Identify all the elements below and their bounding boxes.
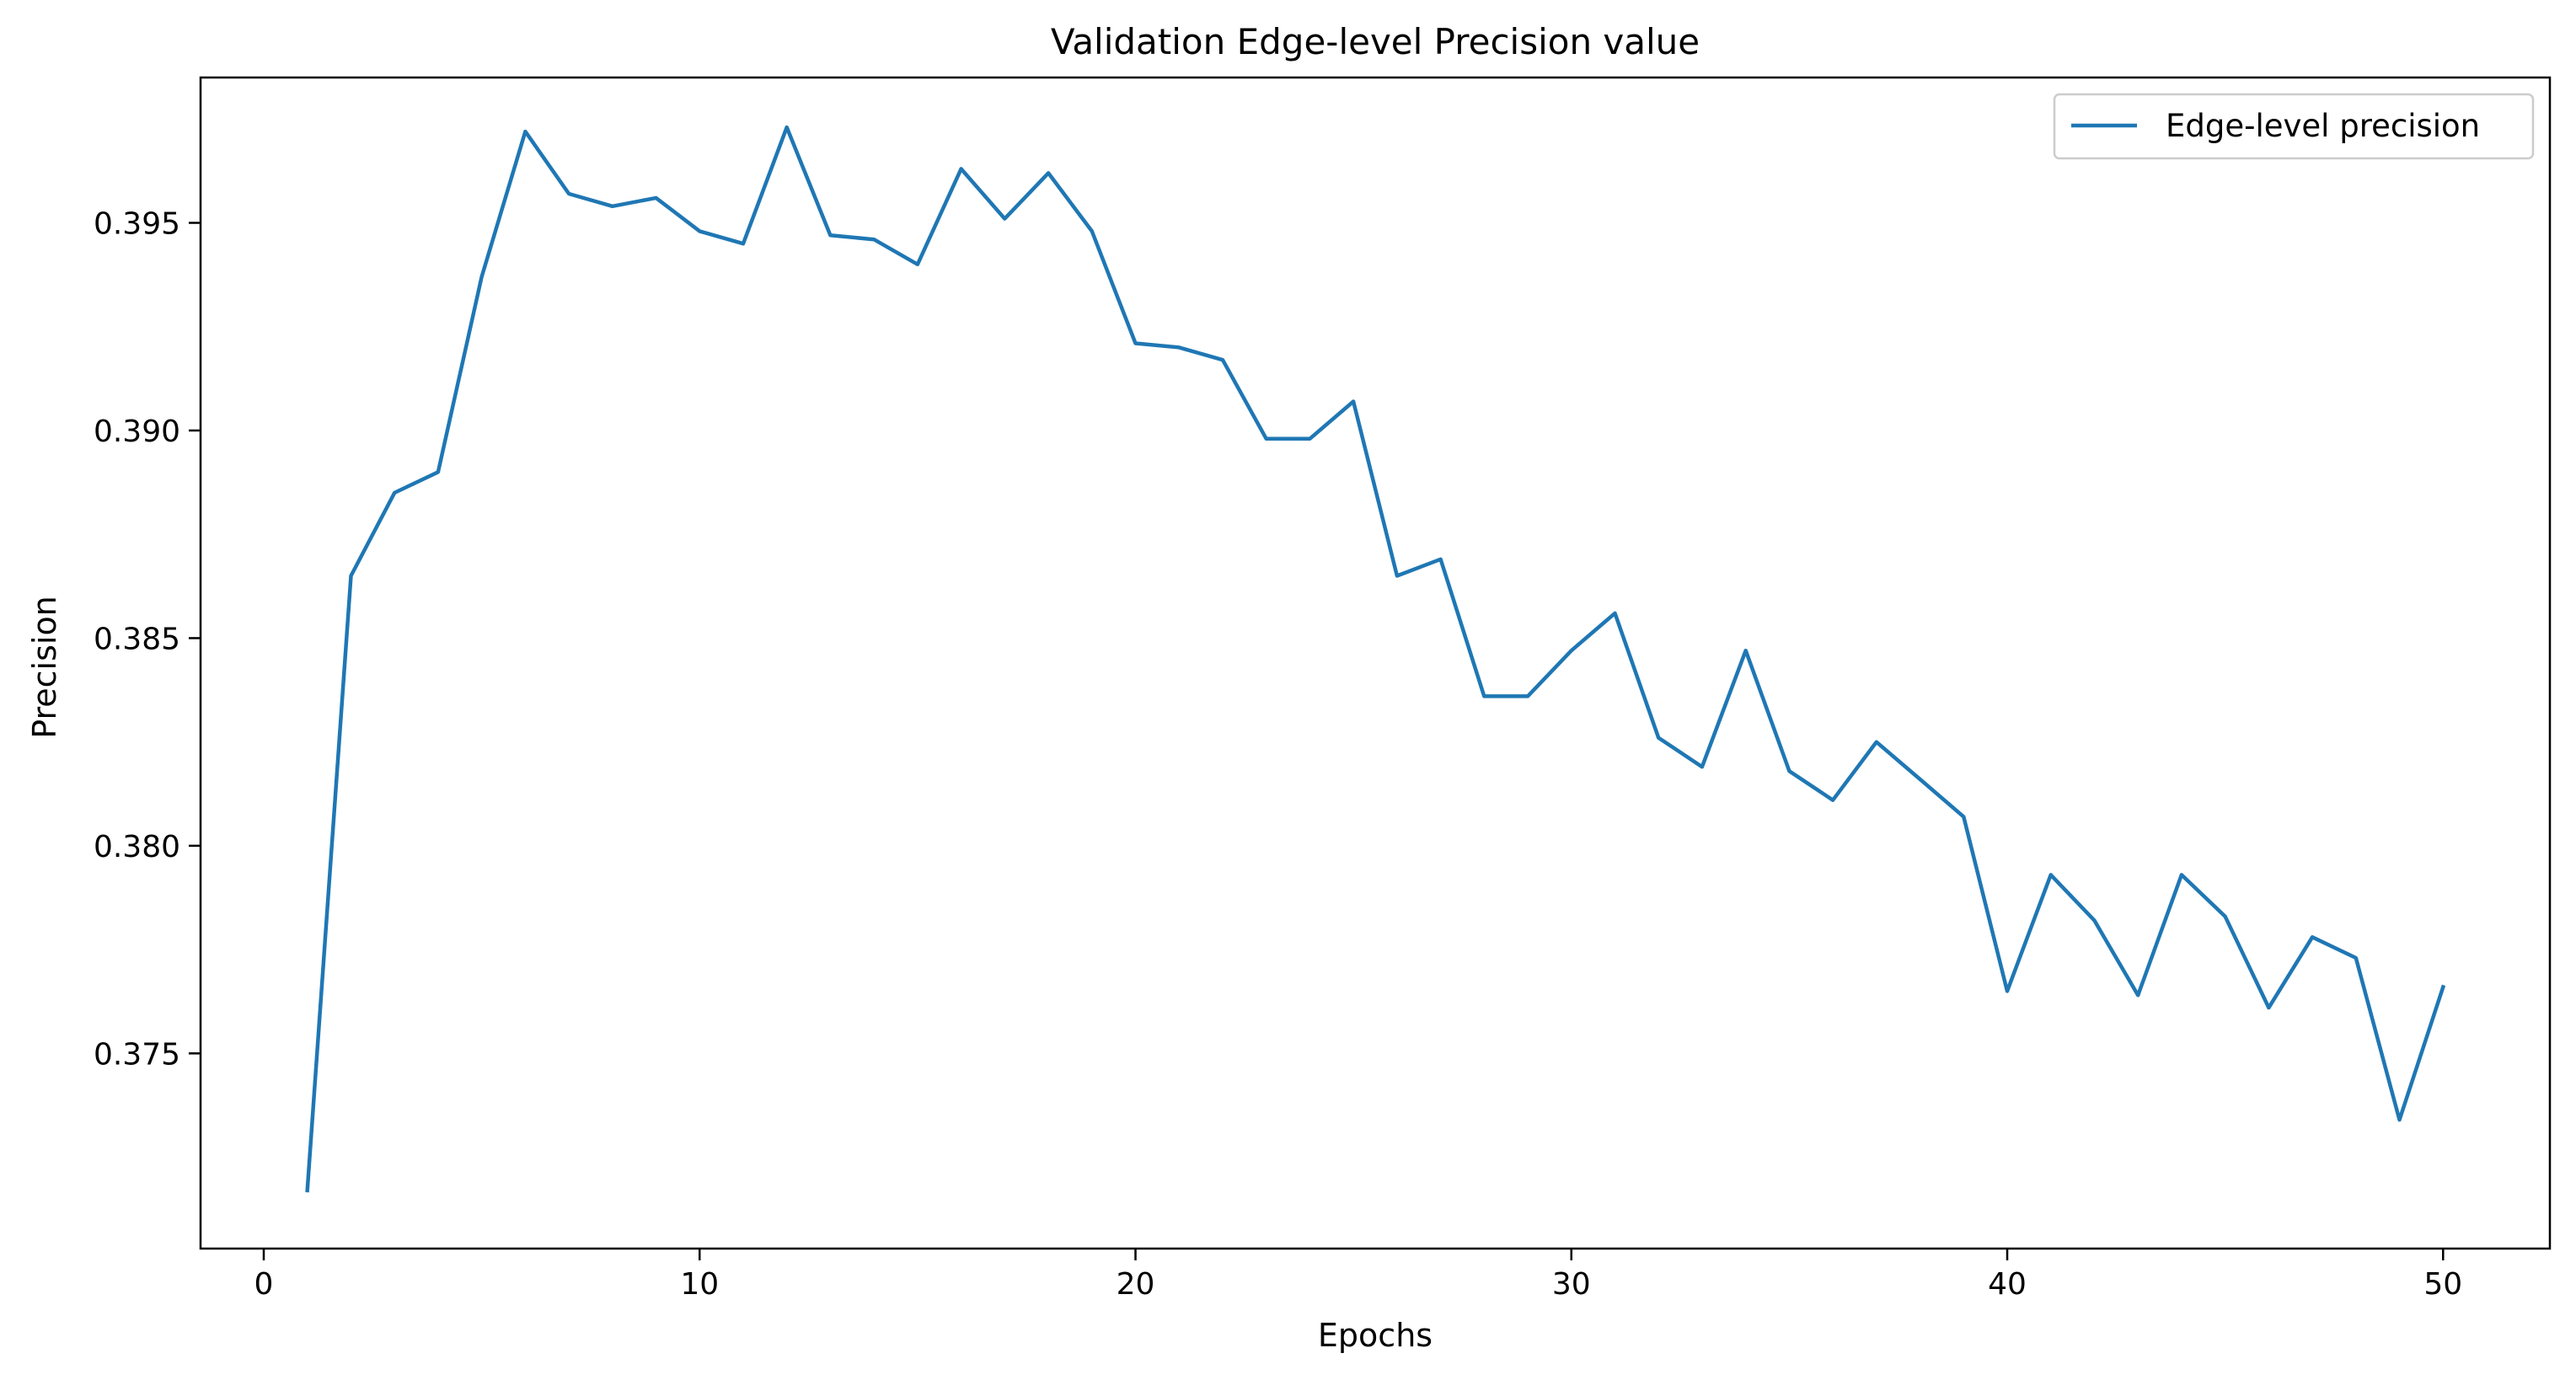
legend-label-edge-level-precision: Edge-level precision xyxy=(2166,108,2480,144)
x-tick-label: 40 xyxy=(1988,1267,2027,1302)
x-tick-label: 20 xyxy=(1117,1267,1155,1302)
x-tick-label: 50 xyxy=(2423,1267,2462,1302)
x-axis-label: Epochs xyxy=(1318,1317,1433,1354)
legend: Edge-level precision xyxy=(2053,93,2535,160)
y-axis-label: Precision xyxy=(26,596,63,739)
series-layer xyxy=(305,125,2446,1193)
x-axis-ticks: 0 10 20 30 40 50 xyxy=(254,1249,2462,1302)
y-tick-label: 0.390 xyxy=(94,415,180,449)
y-tick-label: 0.380 xyxy=(94,830,180,864)
chart-title: Validation Edge-level Precision value xyxy=(1051,21,1700,62)
y-tick-label: 0.385 xyxy=(94,622,180,656)
y-tick-label: 0.395 xyxy=(94,207,180,242)
plot-frame xyxy=(199,76,2552,1250)
x-tick-label: 0 xyxy=(254,1267,274,1302)
x-tick-label: 10 xyxy=(680,1267,719,1302)
y-tick-label: 0.375 xyxy=(94,1037,180,1072)
y-axis-ticks: 0.375 0.380 0.385 0.390 0.395 xyxy=(94,207,201,1072)
x-tick-label: 30 xyxy=(1552,1267,1591,1302)
legend-box xyxy=(2053,93,2535,160)
series-line-edge-level-precision xyxy=(305,125,2446,1193)
